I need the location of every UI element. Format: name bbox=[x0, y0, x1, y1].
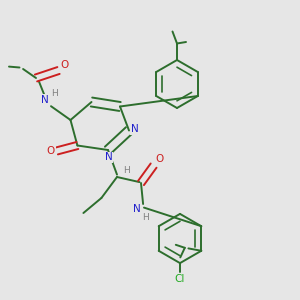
Text: O: O bbox=[47, 146, 55, 157]
Text: N: N bbox=[130, 124, 138, 134]
Text: N: N bbox=[41, 95, 49, 105]
Text: H: H bbox=[142, 213, 149, 222]
Text: N: N bbox=[133, 204, 140, 214]
Text: H: H bbox=[52, 89, 58, 98]
Text: O: O bbox=[155, 154, 163, 164]
Text: N: N bbox=[105, 152, 112, 163]
Text: O: O bbox=[60, 59, 69, 70]
Text: H: H bbox=[123, 166, 130, 175]
Text: Cl: Cl bbox=[175, 274, 185, 284]
